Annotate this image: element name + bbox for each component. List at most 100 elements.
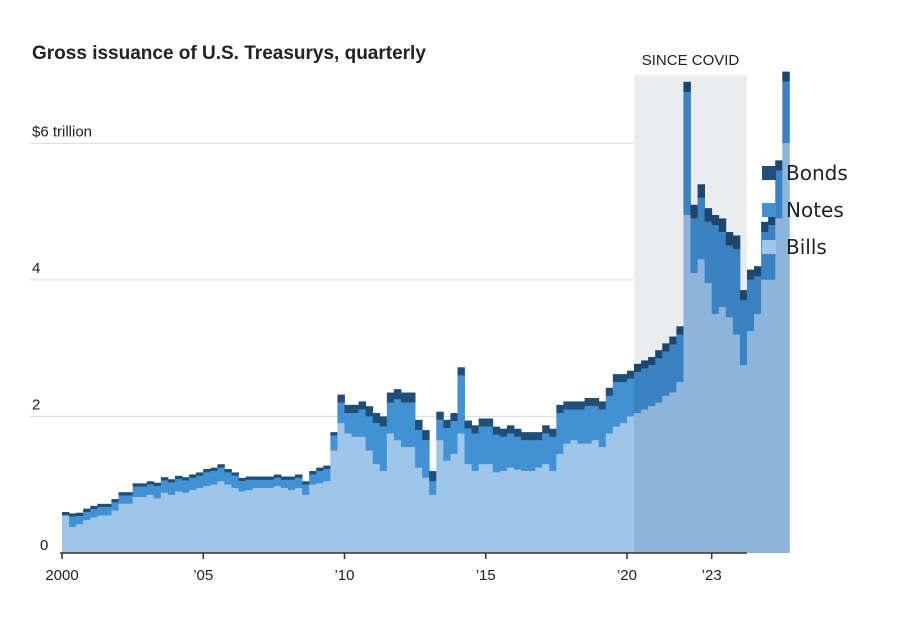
bar-notes [612,382,621,427]
bar-bills [690,273,698,553]
bar-notes [641,368,649,410]
bar-bills [400,447,409,553]
bar-notes [542,433,550,465]
bar-bonds [556,404,564,414]
shaded-region-label: SINCE COVID [642,52,740,69]
bar-bonds [704,208,713,222]
bar-bills [429,494,437,553]
bar-bonds [189,474,197,478]
bar-notes [782,81,790,144]
bar-bonds [619,374,628,383]
bar-bonds [323,465,331,470]
bar-bills [203,486,211,553]
bar-notes [76,516,84,525]
x-tick-label: 2000 [45,567,78,584]
bar-notes [492,434,501,473]
bar-bills [761,279,769,553]
bar-bills [386,433,395,553]
bar-bonds [754,266,762,277]
bar-bills [528,471,536,553]
bar-notes [584,406,593,444]
bar-bonds [747,269,755,280]
bar-bills [224,484,232,553]
bar-bonds [266,476,275,480]
bar-bonds [690,204,698,219]
bar-bills [231,488,239,553]
bar-bonds [485,418,494,427]
bar-bonds [626,370,635,379]
bar-notes [739,300,748,366]
bar-notes [365,416,374,451]
bar-notes [718,232,727,308]
bar-bonds [316,467,324,472]
bar-bonds [231,472,239,476]
bar-bills [344,433,352,553]
bar-bonds [450,413,458,422]
bar-notes [358,409,367,437]
bar-bills [217,481,225,553]
bar-bonds [167,479,176,483]
bar-bills [323,481,331,553]
bar-bonds [570,401,578,410]
bar-bills [655,402,663,553]
bar-notes [478,426,487,465]
axes: 0 2 4 $6 trillion 2000 ’05 ’10 ’15 ’20 ’23 [32,123,747,584]
bar-notes [711,225,720,314]
bar-notes [634,372,642,414]
bar-bonds [436,411,444,420]
bar-bills [259,488,268,553]
bar-bonds [90,505,98,510]
bar-bonds [598,401,607,410]
bar-bonds [365,406,374,417]
bar-bonds [386,392,395,403]
bar-bills [577,443,585,553]
bar-bills [782,143,790,554]
bar-bonds [443,419,451,429]
bar-bills [768,279,776,553]
bar-notes [252,479,261,489]
bar-bonds [302,481,310,485]
bar-notes [189,477,197,491]
bar-notes [83,512,91,521]
bar-notes [118,495,126,504]
bar-notes [549,436,557,472]
bar-bills [182,492,190,553]
bar-bills [697,259,706,553]
bar-bonds [104,503,112,508]
bar-bonds [683,81,691,93]
bar-bills [683,214,691,553]
bar-notes [104,507,112,516]
bar-notes [464,428,472,465]
bar-bills [104,515,112,553]
bar-bills [584,443,593,553]
bar-bills [153,498,162,553]
bar-bills [146,494,155,553]
bar-bills [711,314,720,553]
bar-notes [485,426,494,465]
bar-notes [619,382,628,424]
bar-bonds [393,389,402,400]
bar-notes [626,378,635,417]
bar-bonds [697,184,706,198]
bar-notes [203,472,211,487]
bar-bonds [415,419,423,431]
bar-notes [316,471,324,484]
bar-notes [323,469,331,482]
bar-bonds [125,492,134,496]
bar-bonds [238,477,247,482]
bar-notes [111,502,119,511]
bar-notes [725,245,734,318]
bar-bonds [400,392,409,403]
bar-notes [132,486,141,498]
bar-notes [697,197,706,260]
bar-notes [535,440,543,468]
bar-bills [457,433,465,553]
bar-bills [598,447,607,553]
bar-notes [90,509,98,518]
bar-notes [591,406,600,441]
bar-bonds [83,508,91,513]
legend-label-bills: Bills [786,235,827,259]
bar-bonds [563,401,571,410]
bar-bills [139,497,148,553]
